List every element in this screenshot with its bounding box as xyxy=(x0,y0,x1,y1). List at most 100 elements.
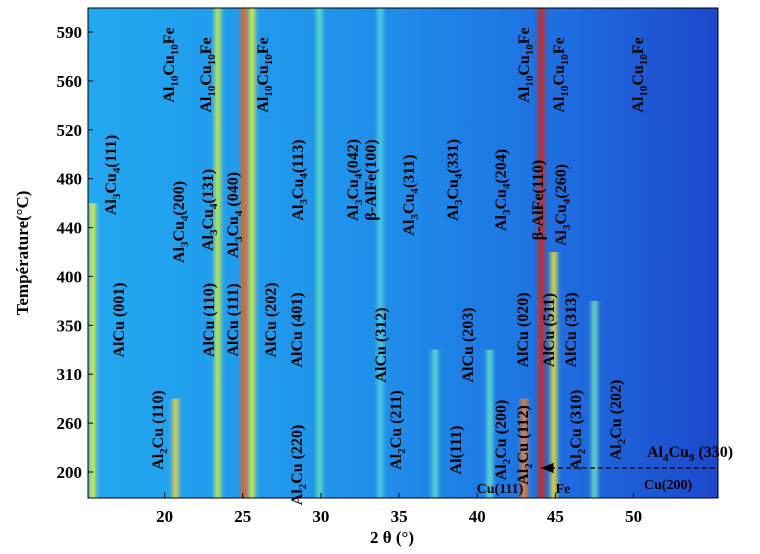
y-tick-label: 480 xyxy=(57,170,83,189)
y-tick-label: 310 xyxy=(57,365,83,384)
text-part: AlCu (401) xyxy=(289,292,306,367)
subscript: 3 xyxy=(233,236,245,242)
y-axis-title: Température(°C) xyxy=(13,191,32,316)
y-tick-label: 260 xyxy=(57,414,83,433)
annotation: Al10Cu10Fe xyxy=(551,37,571,112)
annotation: AlCu (313) xyxy=(563,292,580,367)
annotation: Al3Cu4(260) xyxy=(553,164,573,246)
text-part: Cu(200) xyxy=(644,478,693,493)
text-part: (111) xyxy=(103,135,120,168)
subscript: 10 xyxy=(263,85,275,97)
annotation: Al10Cu10Fe xyxy=(198,37,218,112)
annotation: AlCu (111) xyxy=(225,283,242,356)
text-part: Cu (110) xyxy=(150,390,167,448)
text-part: Al xyxy=(608,444,625,461)
text-part: Cu (211) xyxy=(388,390,405,448)
annotation: Al3Cu4 (040) xyxy=(225,172,245,258)
text-part: Al xyxy=(200,235,217,252)
subscript: 2 xyxy=(523,463,535,469)
annotation: Al2Cu (110) xyxy=(150,390,170,470)
text-part: AlCu (511) xyxy=(541,293,558,367)
text-part: β-AlFe(100) xyxy=(363,139,380,220)
annotation: Cu(200) xyxy=(644,478,693,493)
text-part: Cu (310) xyxy=(568,390,585,449)
peak xyxy=(214,8,221,498)
x-tick-label: 35 xyxy=(391,507,408,526)
subscript: 10 xyxy=(206,54,218,66)
peak xyxy=(172,398,179,498)
x-tick-label: 25 xyxy=(234,507,251,526)
text-part: Al xyxy=(516,86,533,103)
annotation: β-AlFe(100) xyxy=(363,139,380,220)
annotation: Al3Cu4(113) xyxy=(290,139,310,220)
text-part: Cu xyxy=(290,179,307,200)
subscript: 10 xyxy=(559,85,571,97)
annotation: Al2Cu (211) xyxy=(388,390,408,470)
peak xyxy=(550,252,557,498)
annotation: Al3Cu4(131) xyxy=(200,169,220,251)
y-tick-label: 440 xyxy=(57,219,83,238)
subscript: 3 xyxy=(111,193,123,199)
text-part: Cu xyxy=(255,65,272,86)
text-part: Fe xyxy=(556,482,571,497)
subscript: 3 xyxy=(501,209,513,215)
text-part: AlCu (110) xyxy=(201,283,218,357)
text-part: Cu xyxy=(401,194,418,215)
text-part: (331) xyxy=(445,139,462,174)
annotation: Al2Cu (112) xyxy=(515,405,535,485)
annotation: Al2Cu (202) xyxy=(608,380,628,461)
annotation: AlCu (020) xyxy=(515,292,532,367)
annotation: Al3Cu4(111) xyxy=(103,135,123,215)
text-part: Al xyxy=(515,468,532,485)
annotation: Cu(111) xyxy=(477,482,524,497)
subscript: 10 xyxy=(169,44,181,56)
text-part: Al xyxy=(445,205,462,222)
annotation: AlCu (001) xyxy=(111,282,128,357)
text-part: Al xyxy=(493,215,510,232)
peak xyxy=(538,8,545,498)
peak xyxy=(521,398,528,498)
text-part: Cu (202) xyxy=(608,380,625,439)
text-part: Cu xyxy=(553,204,570,225)
subscript: 2 xyxy=(501,458,513,464)
subscript: 10 xyxy=(638,85,650,97)
text-part: Al xyxy=(493,464,510,481)
peak xyxy=(377,8,384,498)
subscript: 10 xyxy=(524,44,536,56)
text-part: Fe xyxy=(516,27,533,44)
subscript: 10 xyxy=(263,54,275,66)
annotation: AlCu (312) xyxy=(373,307,390,382)
subscript: 4 xyxy=(179,215,191,221)
subscript: 4 xyxy=(111,167,123,173)
text-part: Al xyxy=(647,444,664,461)
peak xyxy=(316,8,323,498)
peak xyxy=(249,8,256,498)
text-part: Al xyxy=(630,96,647,113)
text-part: Cu (112) xyxy=(515,405,532,463)
text-part: Cu xyxy=(445,179,462,200)
annotation: AlCu (110) xyxy=(201,283,218,357)
subscript: 10 xyxy=(206,85,218,97)
x-tick-label: 50 xyxy=(625,507,642,526)
y-tick-label: 590 xyxy=(57,23,83,42)
text-part: (330) xyxy=(694,444,733,461)
text-part: Al xyxy=(255,96,272,113)
peak xyxy=(432,349,439,498)
axes-frame xyxy=(87,7,719,499)
text-part: AlCu (111) xyxy=(225,283,242,356)
text-part: Al xyxy=(198,96,215,113)
annotation: Al10Cu10Fe xyxy=(161,27,181,102)
subscript: 3 xyxy=(353,199,365,205)
text-part: (040) xyxy=(225,172,242,211)
text-part: (311) xyxy=(401,154,418,188)
text-part: Fe xyxy=(255,37,272,54)
text-part: Cu xyxy=(198,65,215,86)
peak xyxy=(89,203,96,498)
text-part: Al xyxy=(553,230,570,247)
text-part: Fe xyxy=(198,37,215,54)
annotation: Fe xyxy=(556,482,571,497)
subscript: 9 xyxy=(689,452,695,464)
text-part: Al xyxy=(401,219,418,236)
subscript: 3 xyxy=(409,214,421,220)
